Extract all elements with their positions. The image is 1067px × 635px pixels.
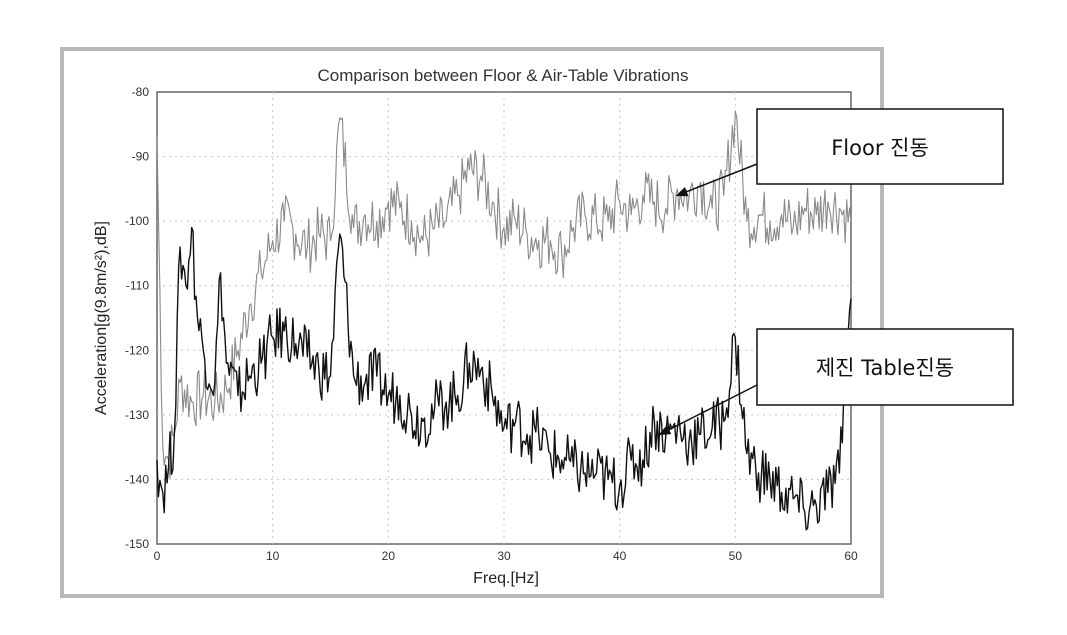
floor-callout: Floor 진동 xyxy=(675,108,1004,197)
y-tick-label: -120 xyxy=(125,343,149,357)
axis-ticks: 0 10 20 30 40 50 60 -150 -140 -130 -120 -110 -100 -90… xyxy=(125,85,858,563)
y-tick-label: -150 xyxy=(125,537,149,551)
grid-lines xyxy=(157,92,851,544)
x-tick-label: 10 xyxy=(266,549,280,563)
table-callout-arrow xyxy=(658,384,758,436)
y-tick-label: -110 xyxy=(126,279,149,293)
chart-title: Comparison between Floor & Air-Table Vib… xyxy=(317,66,688,85)
plot-area xyxy=(156,91,852,545)
x-tick-label: 20 xyxy=(382,549,396,563)
x-tick-label: 40 xyxy=(613,549,627,563)
y-tick-label: -100 xyxy=(125,214,149,228)
y-tick-label: -130 xyxy=(125,408,149,422)
y-tick-label: -80 xyxy=(132,85,150,99)
series-line-1 xyxy=(156,226,852,531)
y-tick-label: -90 xyxy=(132,150,150,164)
x-axis-label: Freq.[Hz] xyxy=(473,570,539,587)
floor-callout-arrow xyxy=(675,163,758,197)
y-axis-label: Acceleration[g(9.8m/s²),dB] xyxy=(93,221,110,415)
table-callout: 제진 Table진동 xyxy=(658,328,1014,436)
x-tick-label: 30 xyxy=(497,549,511,563)
series-lines xyxy=(156,110,852,531)
floor-callout-box xyxy=(756,108,1004,185)
x-tick-label: 0 xyxy=(154,549,161,563)
x-tick-label: 60 xyxy=(844,549,858,563)
y-tick-label: -140 xyxy=(125,472,149,486)
x-tick-label: 50 xyxy=(729,549,743,563)
table-callout-box xyxy=(756,328,1014,406)
floor-callout-label: Floor 진동 xyxy=(831,136,929,160)
series-line-0 xyxy=(156,110,852,479)
table-callout-label: 제진 Table진동 xyxy=(816,356,954,380)
